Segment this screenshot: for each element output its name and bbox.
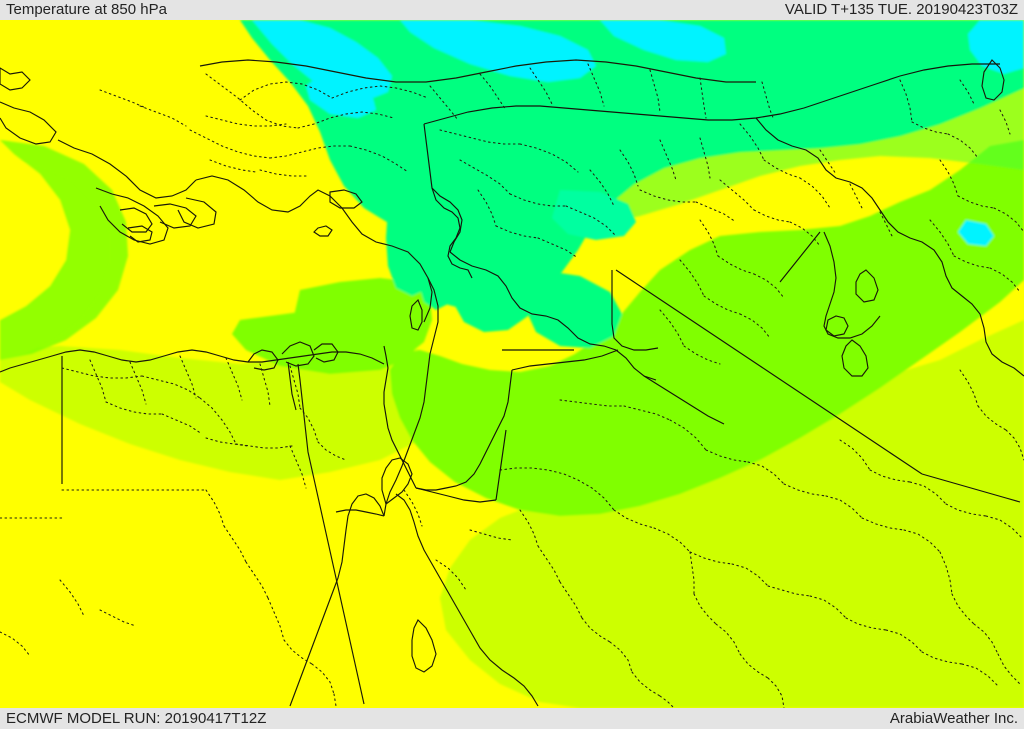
attribution-label: ArabiaWeather Inc.	[889, 710, 1018, 727]
admin-borders	[0, 63, 1024, 708]
contour-band-yellow-green	[0, 320, 1024, 708]
model-run-label: ECMWF MODEL RUN: 20190417T12Z	[6, 710, 267, 727]
forecast-map-canvas[interactable]	[0, 20, 1024, 708]
country-borders	[61, 63, 1024, 503]
coastlines	[0, 59, 1005, 707]
temperature-field-svg	[0, 20, 1024, 708]
contour-band-cyan	[252, 20, 1024, 246]
page-title: Temperature at 850 hPa	[6, 1, 167, 18]
footer-bar: ECMWF MODEL RUN: 20190417T12Z ArabiaWeat…	[0, 708, 1024, 729]
contour-band-spring-green	[240, 20, 1024, 348]
valid-time-label: VALID T+135 TUE. 20190423T03Z	[784, 1, 1018, 18]
header-bar: Temperature at 850 hPa VALID T+135 TUE. …	[0, 0, 1024, 20]
contour-band-chartreuse-west	[0, 140, 128, 360]
